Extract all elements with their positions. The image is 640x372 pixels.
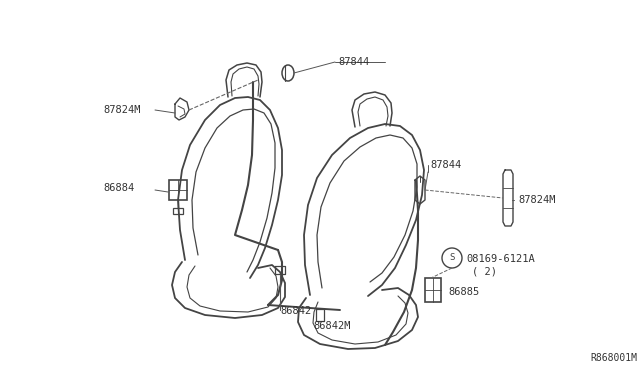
Text: 86884: 86884: [103, 183, 134, 193]
Text: 86842M: 86842M: [313, 321, 351, 331]
Text: R868001M: R868001M: [590, 353, 637, 363]
Text: S: S: [449, 253, 454, 263]
Text: 87844: 87844: [430, 160, 461, 170]
Text: 87824M: 87824M: [518, 195, 556, 205]
Text: 86842: 86842: [280, 306, 311, 316]
Text: 86885: 86885: [448, 287, 479, 297]
Text: 87824M: 87824M: [103, 105, 141, 115]
Text: 87844: 87844: [338, 57, 369, 67]
Text: ( 2): ( 2): [472, 266, 497, 276]
Text: 08169-6121A: 08169-6121A: [466, 254, 535, 264]
